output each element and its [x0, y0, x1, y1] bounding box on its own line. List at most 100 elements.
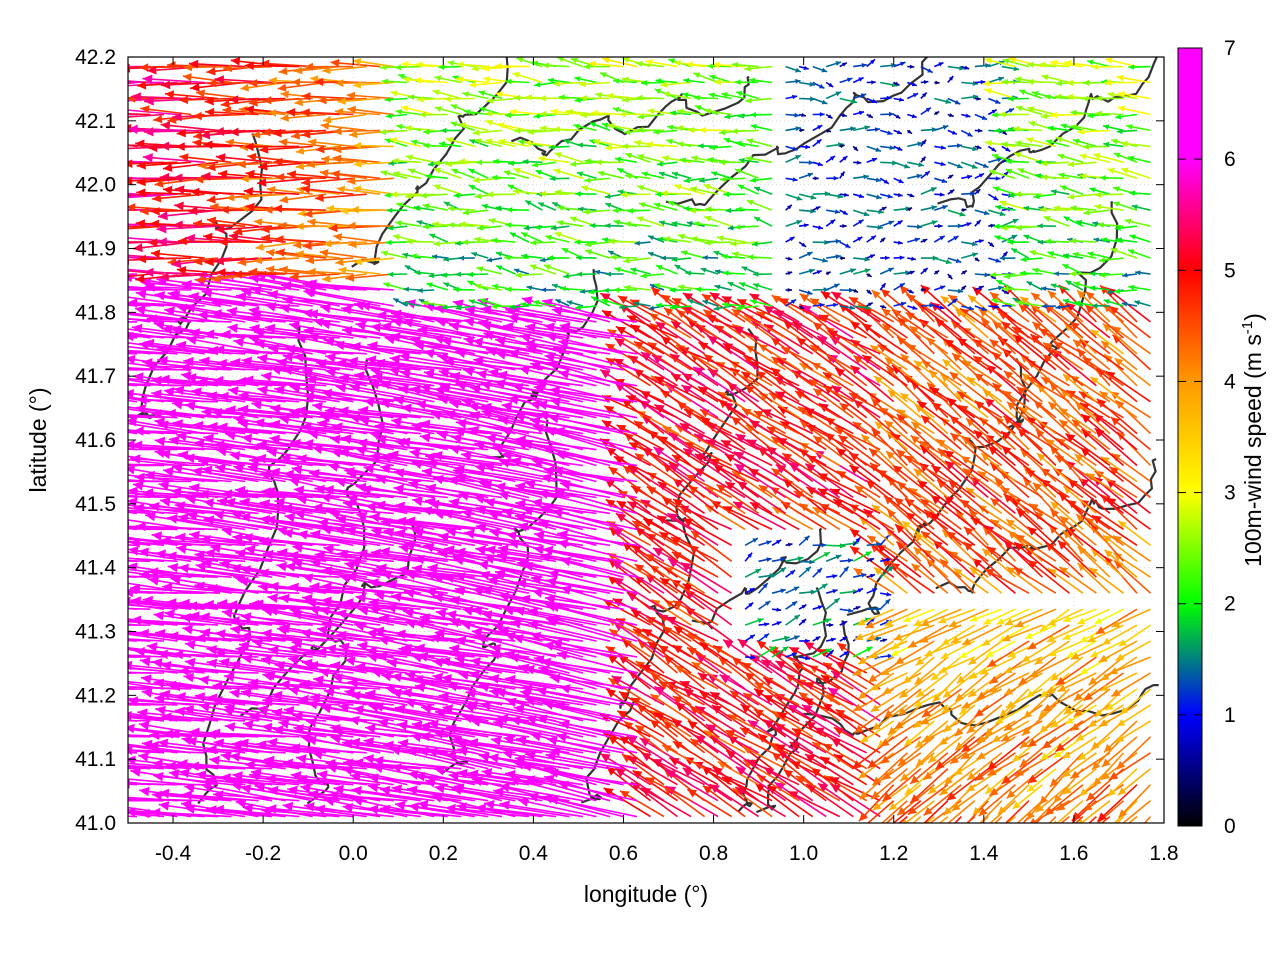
- wind-arrow: [636, 703, 679, 738]
- wind-arrow: [740, 703, 787, 738]
- wind-arrow: [128, 696, 205, 706]
- wind-arrow: [632, 769, 678, 802]
- wind-arrow: [1078, 800, 1111, 823]
- wind-arrow: [619, 790, 665, 818]
- wind-arrow: [368, 773, 448, 786]
- wind-arrow: [1034, 784, 1070, 813]
- wind-arrow: [469, 717, 557, 738]
- wind-arrow: [282, 801, 367, 818]
- wind-arrow: [128, 811, 165, 818]
- wind-arrow: [128, 544, 138, 547]
- wind-arrow: [174, 706, 259, 722]
- wind-arrow: [128, 655, 138, 658]
- wind-arrow: [373, 756, 462, 770]
- wind-arrow: [775, 743, 827, 770]
- wind-arrow: [128, 464, 138, 467]
- wind-arrow: [515, 735, 597, 754]
- wind-arrow: [465, 689, 543, 706]
- wind-arrow: [1092, 752, 1125, 787]
- wind-arrow: [488, 753, 570, 770]
- wind-arrow: [513, 704, 597, 722]
- wind-arrow: [1096, 800, 1125, 823]
- wind-arrow: [456, 802, 543, 818]
- wind-arrow: [367, 804, 448, 818]
- wind-arrow: [128, 749, 165, 754]
- x-tick-label: 0.4: [519, 842, 549, 865]
- wind-arrow: [880, 736, 922, 765]
- wind-arrow: [212, 790, 300, 802]
- wind-arrow: [161, 712, 246, 722]
- wind-arrow: [435, 708, 516, 722]
- wind-arrow: [364, 689, 448, 706]
- wind-arrow: [645, 776, 692, 802]
- wind-arrow: [545, 751, 624, 770]
- wind-arrow: [212, 696, 300, 706]
- wind-arrow: [1026, 768, 1057, 793]
- wind-arrow: [184, 804, 273, 818]
- wind-arrow: [994, 816, 1003, 823]
- x-tick-label: 0.8: [699, 842, 728, 865]
- wind-arrow: [789, 741, 841, 770]
- wind-arrow: [892, 800, 922, 823]
- colorbar-tick-label: 4: [1224, 370, 1236, 393]
- wind-arrow: [786, 703, 841, 738]
- wind-arrow: [870, 768, 908, 800]
- wind-arrow: [292, 711, 381, 722]
- wind-arrow: [408, 802, 489, 818]
- wind-arrow: [909, 768, 949, 804]
- wind-arrow: [1012, 784, 1043, 810]
- wind-arrow: [811, 741, 854, 770]
- wind-arrow: [927, 736, 962, 764]
- wind-arrow: [679, 680, 732, 706]
- wind-arrow: [397, 738, 475, 754]
- wind-arrow: [757, 732, 800, 770]
- wind-arrow: [434, 783, 516, 802]
- wind-arrow: [490, 736, 570, 754]
- colorbar-tick-label: 6: [1224, 148, 1236, 171]
- wind-arrow: [296, 774, 381, 786]
- wind-arrow: [419, 721, 503, 738]
- wind-arrow: [866, 800, 895, 823]
- wind-arrow: [817, 782, 868, 818]
- y-tick-label: 41.0: [75, 812, 116, 835]
- wind-arrow: [1055, 784, 1097, 812]
- contour-line: [129, 133, 263, 422]
- wind-arrow: [445, 803, 529, 818]
- wind-arrow: [410, 732, 489, 754]
- wind-arrow: [939, 768, 976, 796]
- wind-arrow: [1083, 784, 1124, 812]
- wind-arrow: [282, 758, 367, 770]
- wind-arrow: [1004, 800, 1030, 823]
- wind-arrow: [603, 787, 651, 818]
- wind-arrow: [186, 736, 273, 754]
- wind-arrow: [725, 749, 773, 786]
- wind-arrow: [213, 804, 300, 818]
- wind-arrow: [332, 726, 421, 738]
- wind-arrow: [213, 738, 300, 754]
- colorbar-tick-label: 7: [1224, 37, 1236, 60]
- wind-arrow: [1049, 752, 1084, 788]
- y-tick-label: 41.8: [75, 301, 116, 324]
- wind-arrow: [1127, 815, 1138, 823]
- colorbar: [1177, 47, 1203, 827]
- y-tick-label: 42.1: [75, 110, 116, 133]
- wind-arrow: [154, 693, 232, 706]
- wind-arrow: [735, 766, 787, 802]
- wind-arrow: [1062, 768, 1097, 795]
- wind-arrow: [881, 768, 922, 802]
- wind-arrow: [309, 693, 394, 706]
- colorbar-tick-label: 0: [1224, 815, 1236, 838]
- wind-arrow: [224, 722, 313, 738]
- wind-arrow: [188, 761, 273, 771]
- wind-arrow: [350, 691, 435, 706]
- wind-arrow: [966, 800, 989, 823]
- wind-arrow: [665, 769, 719, 802]
- wind-arrow: [128, 416, 138, 419]
- y-tick-label: 42.2: [75, 46, 116, 69]
- wind-arrow: [1006, 815, 1016, 823]
- wind-arrow: [456, 739, 543, 754]
- wind-arrow: [128, 783, 138, 786]
- x-tick-label: 0.2: [429, 842, 458, 865]
- wind-arrow: [810, 767, 854, 802]
